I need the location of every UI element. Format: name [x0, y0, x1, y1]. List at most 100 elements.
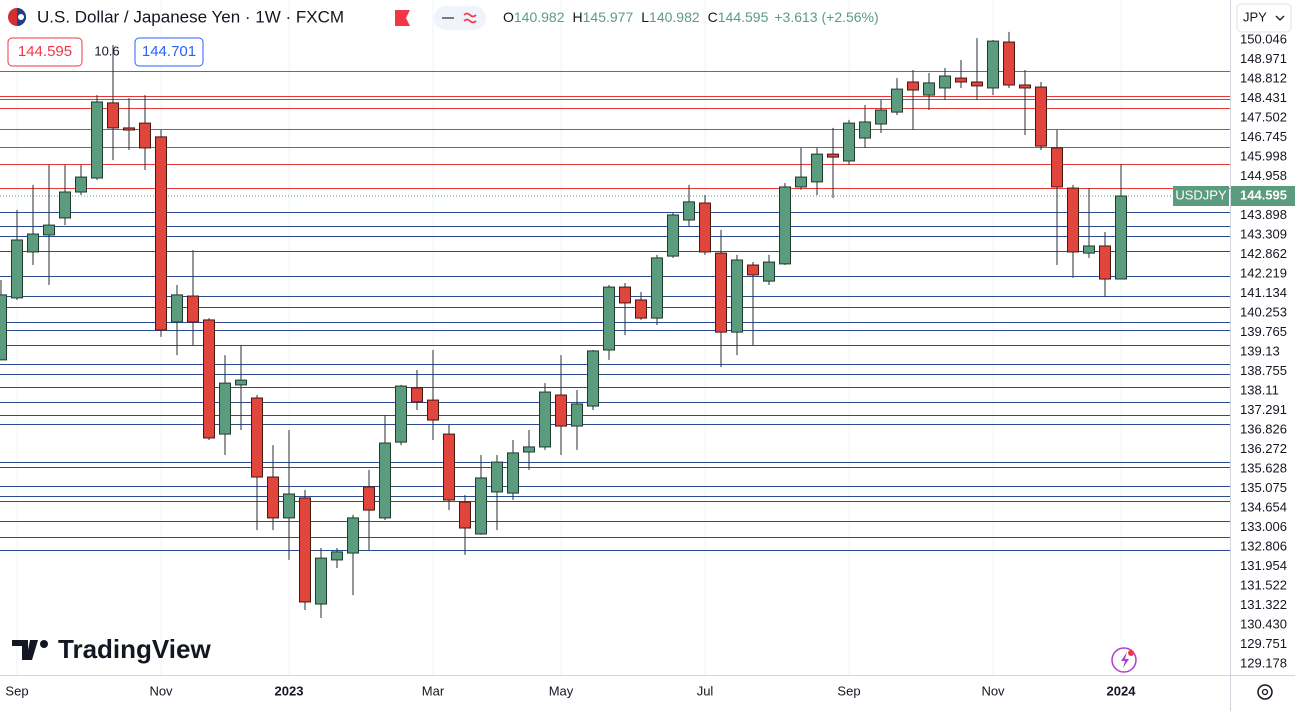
- candle-body: [923, 82, 935, 96]
- y-tick-label: 129.178: [1240, 655, 1287, 670]
- candle-body: [811, 153, 823, 183]
- sell-box[interactable]: [7, 37, 83, 67]
- brand-name: TradingView: [58, 634, 211, 664]
- y-tick-label: 147.502: [1240, 109, 1287, 124]
- ohlc-value: 140.982: [649, 9, 700, 25]
- candle-body: [523, 446, 535, 453]
- candle-body: [859, 121, 871, 139]
- candle-body: [491, 461, 503, 493]
- candle-body: [507, 452, 519, 494]
- ideas-bolt: [1121, 652, 1129, 668]
- spread: 10.6: [94, 43, 119, 58]
- y-tick-label: 140.253: [1240, 304, 1287, 319]
- candle-body: [171, 294, 183, 323]
- candle-body: [939, 75, 951, 89]
- candle-body: [379, 442, 391, 519]
- candle-body: [779, 186, 791, 265]
- x-tick-label: Nov: [149, 683, 173, 698]
- settings-icon-center: [1261, 688, 1269, 696]
- y-tick-label: 135.075: [1240, 480, 1287, 495]
- candle-body: [747, 264, 759, 276]
- x-tick-label: Sep: [837, 683, 860, 698]
- candle-body: [203, 319, 215, 439]
- ohlc-key: L: [641, 9, 649, 25]
- flag-icon[interactable]: [395, 10, 410, 26]
- y-tick-label: 129.751: [1240, 636, 1287, 651]
- candle-body: [651, 257, 663, 319]
- candle-body: [1003, 41, 1015, 86]
- ohlc-value: 144.595: [718, 9, 769, 25]
- candle-body: [43, 224, 55, 236]
- ohlc-key: C: [708, 9, 718, 25]
- candle-body: [427, 399, 439, 421]
- symbol-label-bg: [1173, 186, 1229, 206]
- ohlc-legend: O140.982 H145.977 L140.982 C144.595 +3.613 (…: [503, 9, 879, 25]
- buy-box[interactable]: [134, 37, 204, 67]
- y-tick-label: 141.134: [1240, 285, 1287, 300]
- symbol-icon-dot: [18, 14, 24, 20]
- symbol-label: USDJPY: [1175, 187, 1227, 202]
- y-tick-label: 142.862: [1240, 246, 1287, 261]
- indicator-toggle[interactable]: [434, 6, 486, 30]
- y-tick-label: 131.522: [1240, 577, 1287, 592]
- candle-body: [347, 517, 359, 554]
- ideas-badge: [1128, 650, 1134, 656]
- candle-body: [75, 176, 87, 193]
- price-axis: 150.046 148.971 148.812 148.431 147.502 146.7…: [1173, 31, 1295, 670]
- candle-body: [571, 403, 583, 427]
- x-tick-label: 2024: [1107, 683, 1137, 698]
- candle-body: [299, 497, 311, 603]
- y-tick-label: 138.755: [1240, 363, 1287, 378]
- y-tick-label: 137.291: [1240, 402, 1287, 417]
- y-tick-label: 142.219: [1240, 265, 1287, 280]
- y-tick-label: 144.958: [1240, 168, 1287, 183]
- candle-body: [1115, 195, 1127, 280]
- settings-icon[interactable]: [1257, 684, 1273, 700]
- candle-body: [1035, 86, 1047, 147]
- quote: 144.595 10.6 144.701: [7, 37, 204, 67]
- chart-title: U.S. Dollar / Japanese Yen · 1W · FXCM: [37, 7, 344, 26]
- candle-body: [91, 101, 103, 179]
- candle-body: [411, 387, 423, 403]
- candle-body: [667, 214, 679, 257]
- candle-body: [11, 239, 23, 299]
- y-tick-label: 143.309: [1240, 226, 1287, 241]
- candle-body: [187, 295, 199, 323]
- ohlc-key: O: [503, 9, 514, 25]
- candle-body: [315, 557, 327, 605]
- candles: [0, 31, 1127, 619]
- candle-body: [363, 486, 375, 511]
- candle-body: [603, 286, 615, 351]
- candle-body: [0, 294, 7, 361]
- y-tick-label: 139.13: [1240, 343, 1280, 358]
- x-tick-label: 2023: [275, 683, 304, 698]
- x-tick-label: May: [549, 683, 574, 698]
- x-tick-label: Sep: [5, 683, 28, 698]
- candle-body: [251, 397, 263, 478]
- ask-price: 144.701: [142, 43, 196, 60]
- candle-body: [1019, 84, 1031, 89]
- header: U.S. Dollar / Japanese Yen · 1W · FXCM O…: [8, 3, 1292, 33]
- y-tick-label: 150.046: [1240, 31, 1287, 46]
- y-tick-label: 148.431: [1240, 90, 1287, 105]
- candle-body: [283, 493, 295, 519]
- brand-logo: [12, 640, 38, 660]
- candle-body: [219, 382, 231, 435]
- candle-body: [683, 201, 695, 221]
- currency-button[interactable]: [1236, 3, 1292, 33]
- toggle-icon: [463, 12, 477, 24]
- price-label-bg: [1231, 186, 1295, 206]
- candle-body: [891, 88, 903, 113]
- candle-body: [235, 379, 247, 386]
- y-tick-label: 136.272: [1240, 441, 1287, 456]
- candle-body: [1051, 147, 1063, 188]
- brand-logo-dot: [40, 640, 48, 648]
- y-tick-label: 148.971: [1240, 51, 1287, 66]
- currency: JPY: [1243, 9, 1267, 24]
- y-tick-label: 134.654: [1240, 499, 1287, 514]
- y-tick-label: 145.998: [1240, 148, 1287, 163]
- y-tick-label: 132.806: [1240, 538, 1287, 553]
- candle-body: [139, 122, 151, 149]
